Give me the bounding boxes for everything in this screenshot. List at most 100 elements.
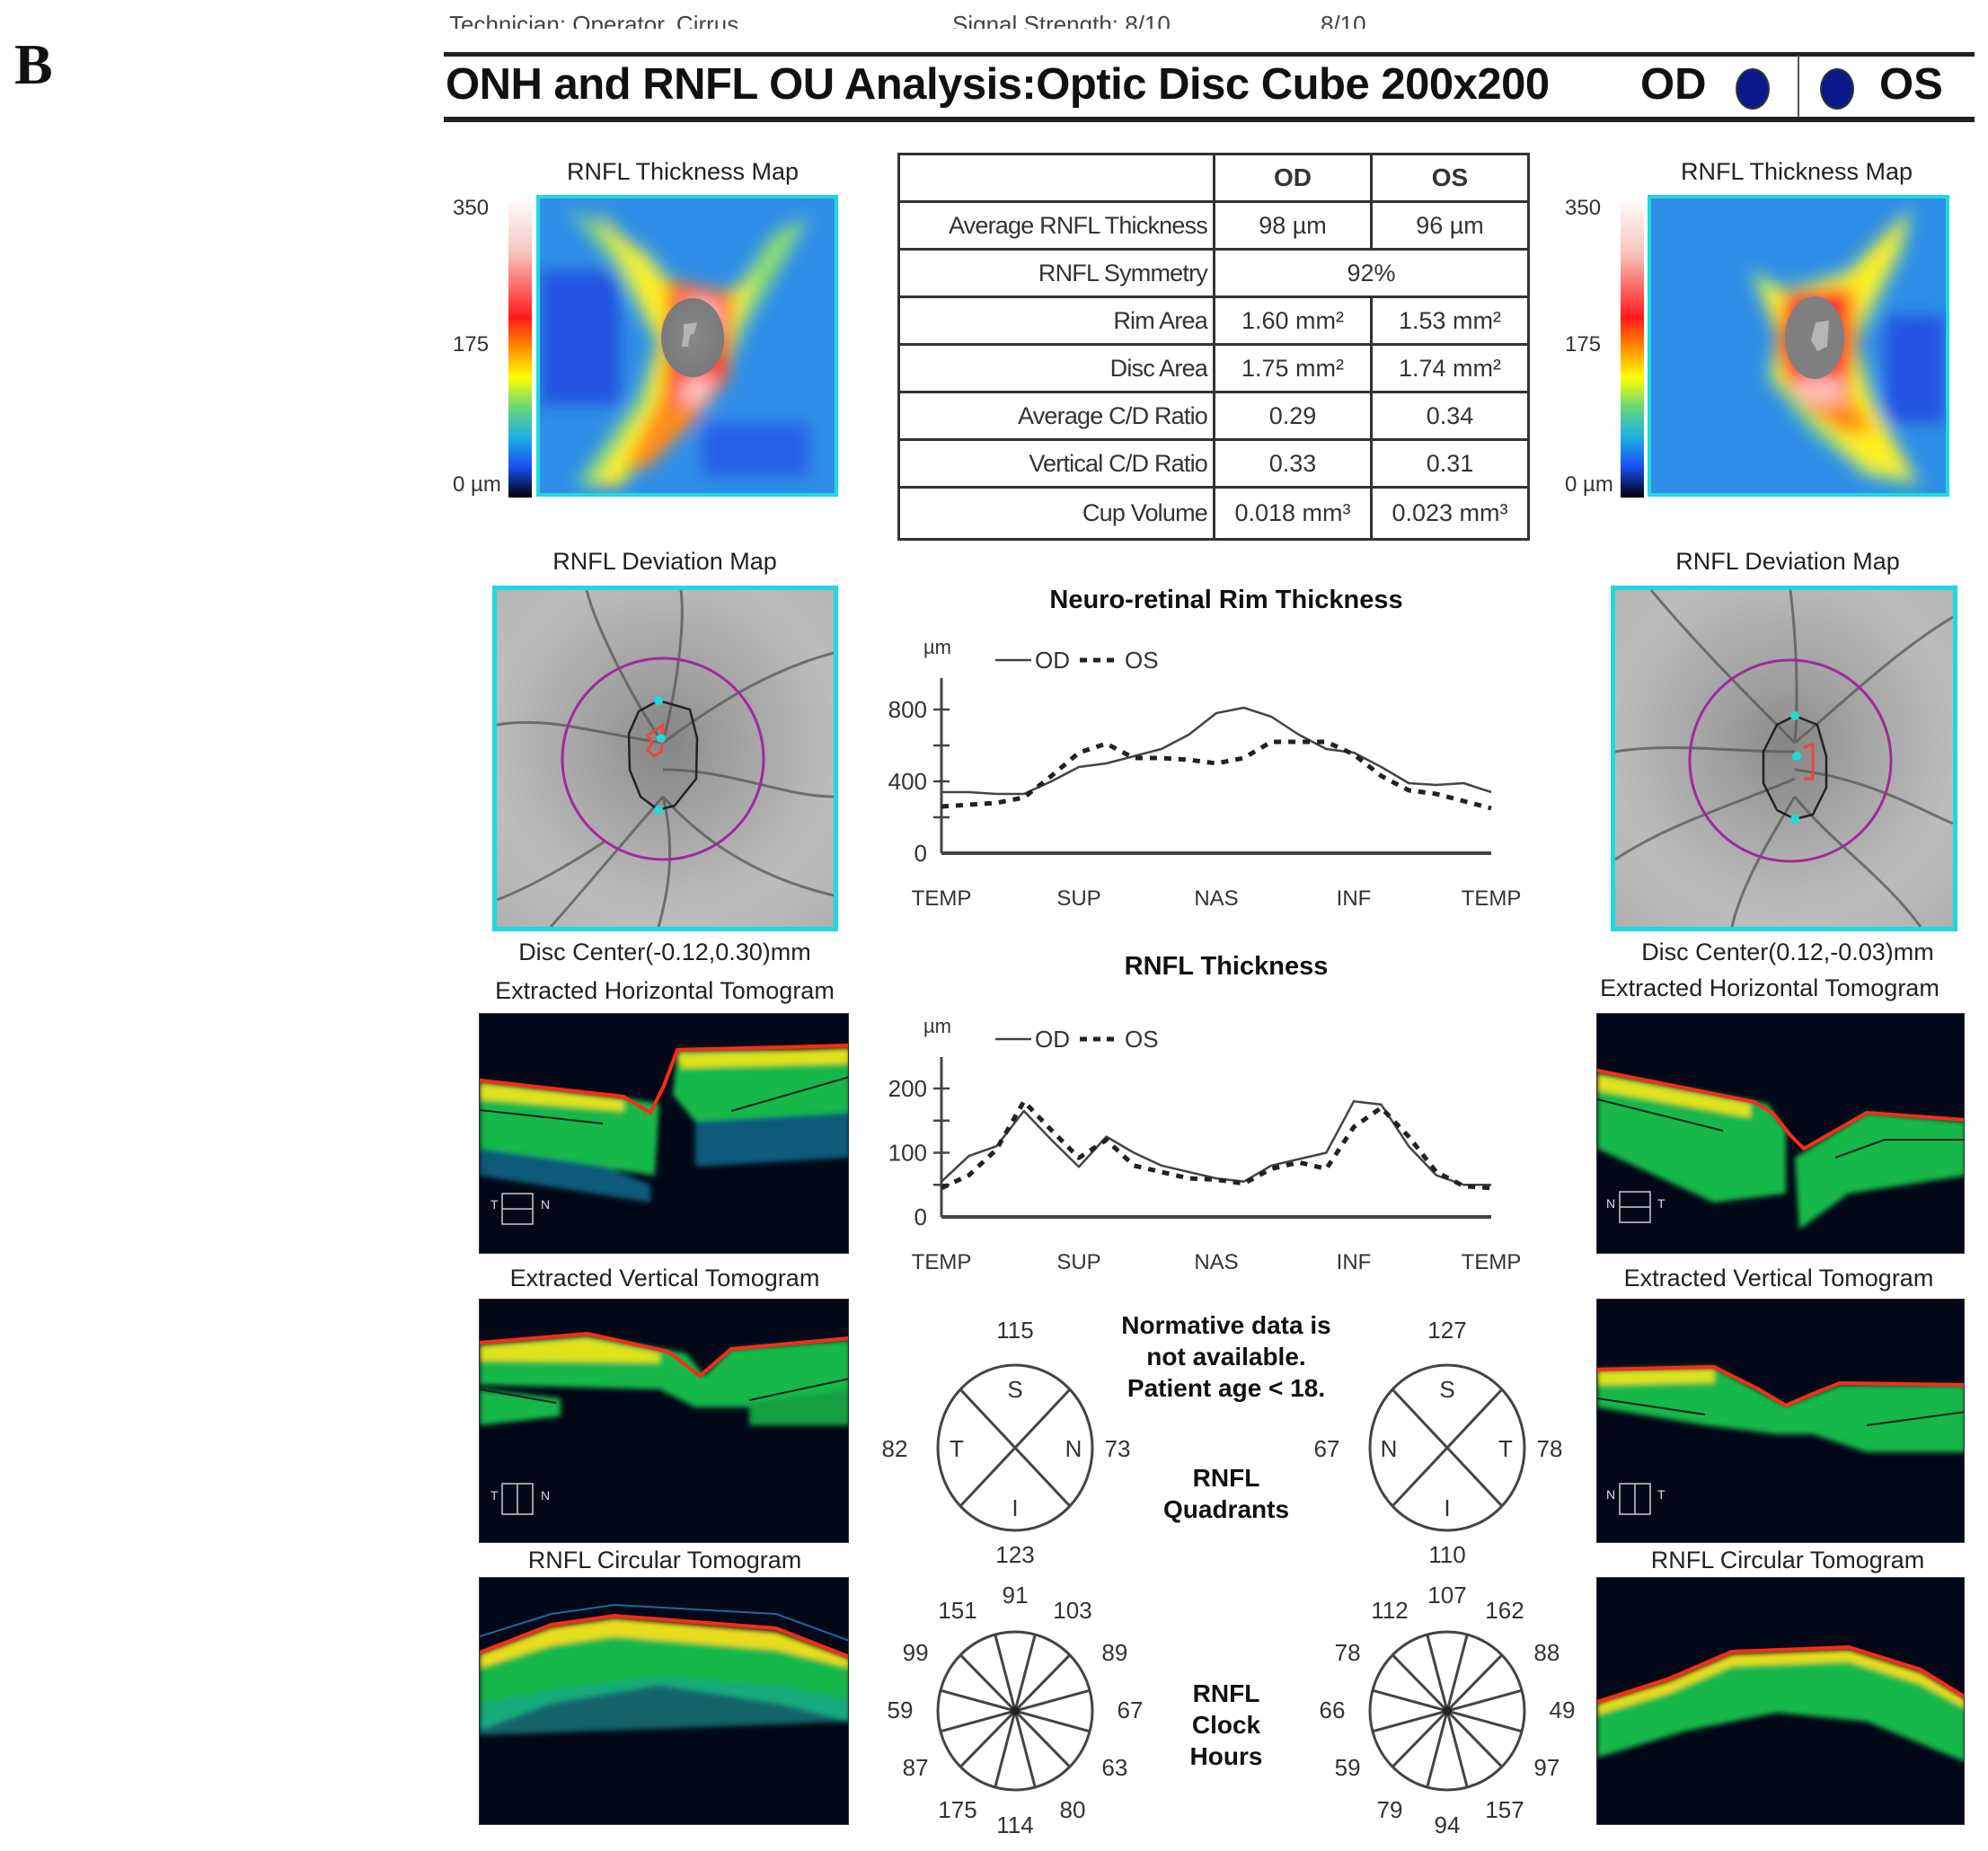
- nrr-chart: 0 400 800 µm OD OS TEMP SUP NAS INF TEMP: [880, 629, 1536, 925]
- normative-note-line: Patient age < 18.: [1127, 1374, 1326, 1402]
- svg-text:200: 200: [888, 1075, 927, 1102]
- svg-text:400: 400: [888, 768, 927, 795]
- clock-hour-value: 87: [902, 1754, 929, 1781]
- os-quad-superior: 127: [1427, 1317, 1467, 1344]
- clock-hour-value: 94: [1434, 1811, 1461, 1838]
- od-h-orient-right: N: [541, 1197, 551, 1212]
- clock-hour-value: 151: [938, 1597, 977, 1625]
- svg-text:100: 100: [888, 1140, 927, 1167]
- svg-text:NAS: NAS: [1194, 1250, 1238, 1274]
- os-circular-tomogram: [1596, 1577, 1965, 1825]
- nrr-chart-title: Neuro-retinal Rim Thickness: [1049, 586, 1403, 614]
- od-eye-icon: [1736, 68, 1770, 110]
- os-quadrant-diagram: [1368, 1363, 1526, 1532]
- row-label: Vertical C/D Ratio: [897, 438, 1215, 489]
- od-vertical-tomogram: [479, 1299, 849, 1543]
- od-label: OD: [1640, 60, 1707, 109]
- od-colorbar: [508, 198, 532, 498]
- clock-hour-value: 78: [1334, 1639, 1361, 1666]
- svg-text:OD: OD: [1035, 1026, 1070, 1053]
- clock-hour-value: 67: [1117, 1697, 1144, 1723]
- os-h-orient-right: T: [1657, 1196, 1666, 1211]
- od-quad-letter-left: T: [950, 1435, 964, 1462]
- os-disc-center: Disc Center(0.12,-0.03)mm: [1641, 939, 1934, 965]
- os-value: 0.34: [1370, 391, 1530, 441]
- clock-hour-value: 59: [1334, 1754, 1361, 1781]
- os-quad-letter-bottom: I: [1444, 1494, 1451, 1521]
- od-v-orient-right: N: [541, 1488, 551, 1503]
- svg-text:µm: µm: [923, 1015, 951, 1037]
- os-thickness-map: [1648, 195, 1949, 497]
- top-rule: [444, 52, 1975, 57]
- os-value: 1.74 mm²: [1370, 343, 1530, 393]
- clock-hour-value: 99: [902, 1639, 929, 1666]
- os-colorbar: [1621, 198, 1644, 498]
- technician-text: Technician: Operator, Cirrus: [449, 11, 739, 29]
- od-quad-inferior: 123: [995, 1541, 1035, 1568]
- svg-text:OD: OD: [1035, 647, 1070, 674]
- os-v-orient-right: T: [1657, 1487, 1666, 1502]
- quadrants-title-line: Quadrants: [1162, 1495, 1290, 1523]
- clock-hour-value: 88: [1533, 1639, 1560, 1666]
- od-thickness-map-title: RNFL Thickness Map: [566, 158, 800, 185]
- rnfl-chart-title: RNFL Thickness: [1124, 952, 1329, 981]
- nrr-chart-svg: 0 400 800 µm OD OS TEMP SUP NAS INF TEMP: [888, 636, 1522, 911]
- os-quad-inferior: 110: [1428, 1541, 1466, 1568]
- os-deviation-map-title: RNFL Deviation Map: [1675, 548, 1900, 575]
- report-title: ONH and RNFL OU Analysis:Optic Disc Cube…: [446, 60, 1550, 109]
- clock-hour-value: 49: [1549, 1697, 1576, 1723]
- clock-hour-value: 107: [1427, 1582, 1467, 1609]
- od-horizontal-tomogram: [479, 1013, 849, 1254]
- table-row: Vertical C/D Ratio 0.33 0.31: [897, 438, 1530, 489]
- svg-text:SUP: SUP: [1056, 886, 1100, 911]
- svg-text:0: 0: [914, 840, 927, 867]
- clock-hour-value: 162: [1485, 1597, 1524, 1625]
- row-label: RNFL Symmetry: [897, 248, 1215, 298]
- table-row: Cup Volume 0.018 mm³ 0.023 mm³: [897, 486, 1530, 541]
- table-row: Average RNFL Thickness 98 µm 96 µm: [897, 200, 1530, 251]
- od-value: 1.60 mm²: [1213, 295, 1373, 346]
- os-horizontal-tomogram: [1596, 1013, 1965, 1254]
- od-os-separator: [1798, 56, 1799, 120]
- normative-note-line: Normative data is: [1121, 1311, 1331, 1339]
- od-thickness-map: [536, 195, 838, 497]
- od-h-orient-left: T: [490, 1197, 499, 1212]
- table-row: Disc Area 1.75 mm² 1.74 mm²: [897, 343, 1530, 393]
- table-row: RNFL Symmetry 92%: [897, 248, 1530, 298]
- table-row: Average C/D Ratio 0.29 0.34: [897, 391, 1530, 441]
- clock-hour-value: 80: [1059, 1795, 1086, 1823]
- od-quad-letter-top: S: [1007, 1376, 1023, 1403]
- od-quad-letter-right: N: [1065, 1435, 1082, 1462]
- od-value: 0.018 mm³: [1213, 486, 1373, 541]
- row-label: Average C/D Ratio: [897, 391, 1215, 441]
- os-value: 0.31: [1370, 438, 1530, 489]
- os-colorbar-tick-min: 0 µm: [1565, 472, 1613, 497]
- os-horizontal-tomogram-title: Extracted Horizontal Tomogram: [1600, 974, 1939, 1001]
- svg-text:OS: OS: [1125, 1026, 1159, 1053]
- svg-text:TEMP: TEMP: [912, 1250, 972, 1274]
- od-clock-diagram: [936, 1630, 1094, 1792]
- od-vertical-tomogram-title: Extracted Vertical Tomogram: [509, 1265, 820, 1291]
- svg-text:TEMP: TEMP: [912, 886, 972, 911]
- clock-hour-value: 175: [938, 1795, 977, 1823]
- clock-hour-value: 79: [1376, 1795, 1403, 1823]
- clock-title-line: Clock: [1191, 1711, 1261, 1739]
- svg-text:INF: INF: [1337, 1250, 1372, 1274]
- od-value: 98 µm: [1213, 200, 1373, 251]
- row-label: Cup Volume: [897, 486, 1215, 541]
- metrics-table: OD OS Average RNFL Thickness 98 µm 96 µm…: [897, 153, 1530, 541]
- svg-text:µm: µm: [923, 636, 951, 658]
- figure-label: B: [14, 32, 53, 96]
- od-value: 0.33: [1213, 438, 1373, 489]
- os-value: 0.023 mm³: [1370, 486, 1530, 541]
- svg-text:TEMP: TEMP: [1462, 1250, 1522, 1274]
- os-quad-nasal: 67: [1313, 1435, 1340, 1462]
- clock-hour-value: 97: [1533, 1754, 1560, 1781]
- signal-strength-os-text: 8/10: [1321, 11, 1366, 29]
- rnfl-chart: 0 100 200 µm OD OS TEMP SUP NAS INF TEMP: [880, 992, 1536, 1289]
- svg-text:TEMP: TEMP: [1462, 886, 1522, 911]
- clock-hours-title: RNFL Clock Hours: [1136, 1678, 1316, 1772]
- table-header-empty: [897, 153, 1215, 203]
- os-v-orient-left: N: [1606, 1487, 1616, 1502]
- clock-hour-value: 91: [1002, 1582, 1029, 1609]
